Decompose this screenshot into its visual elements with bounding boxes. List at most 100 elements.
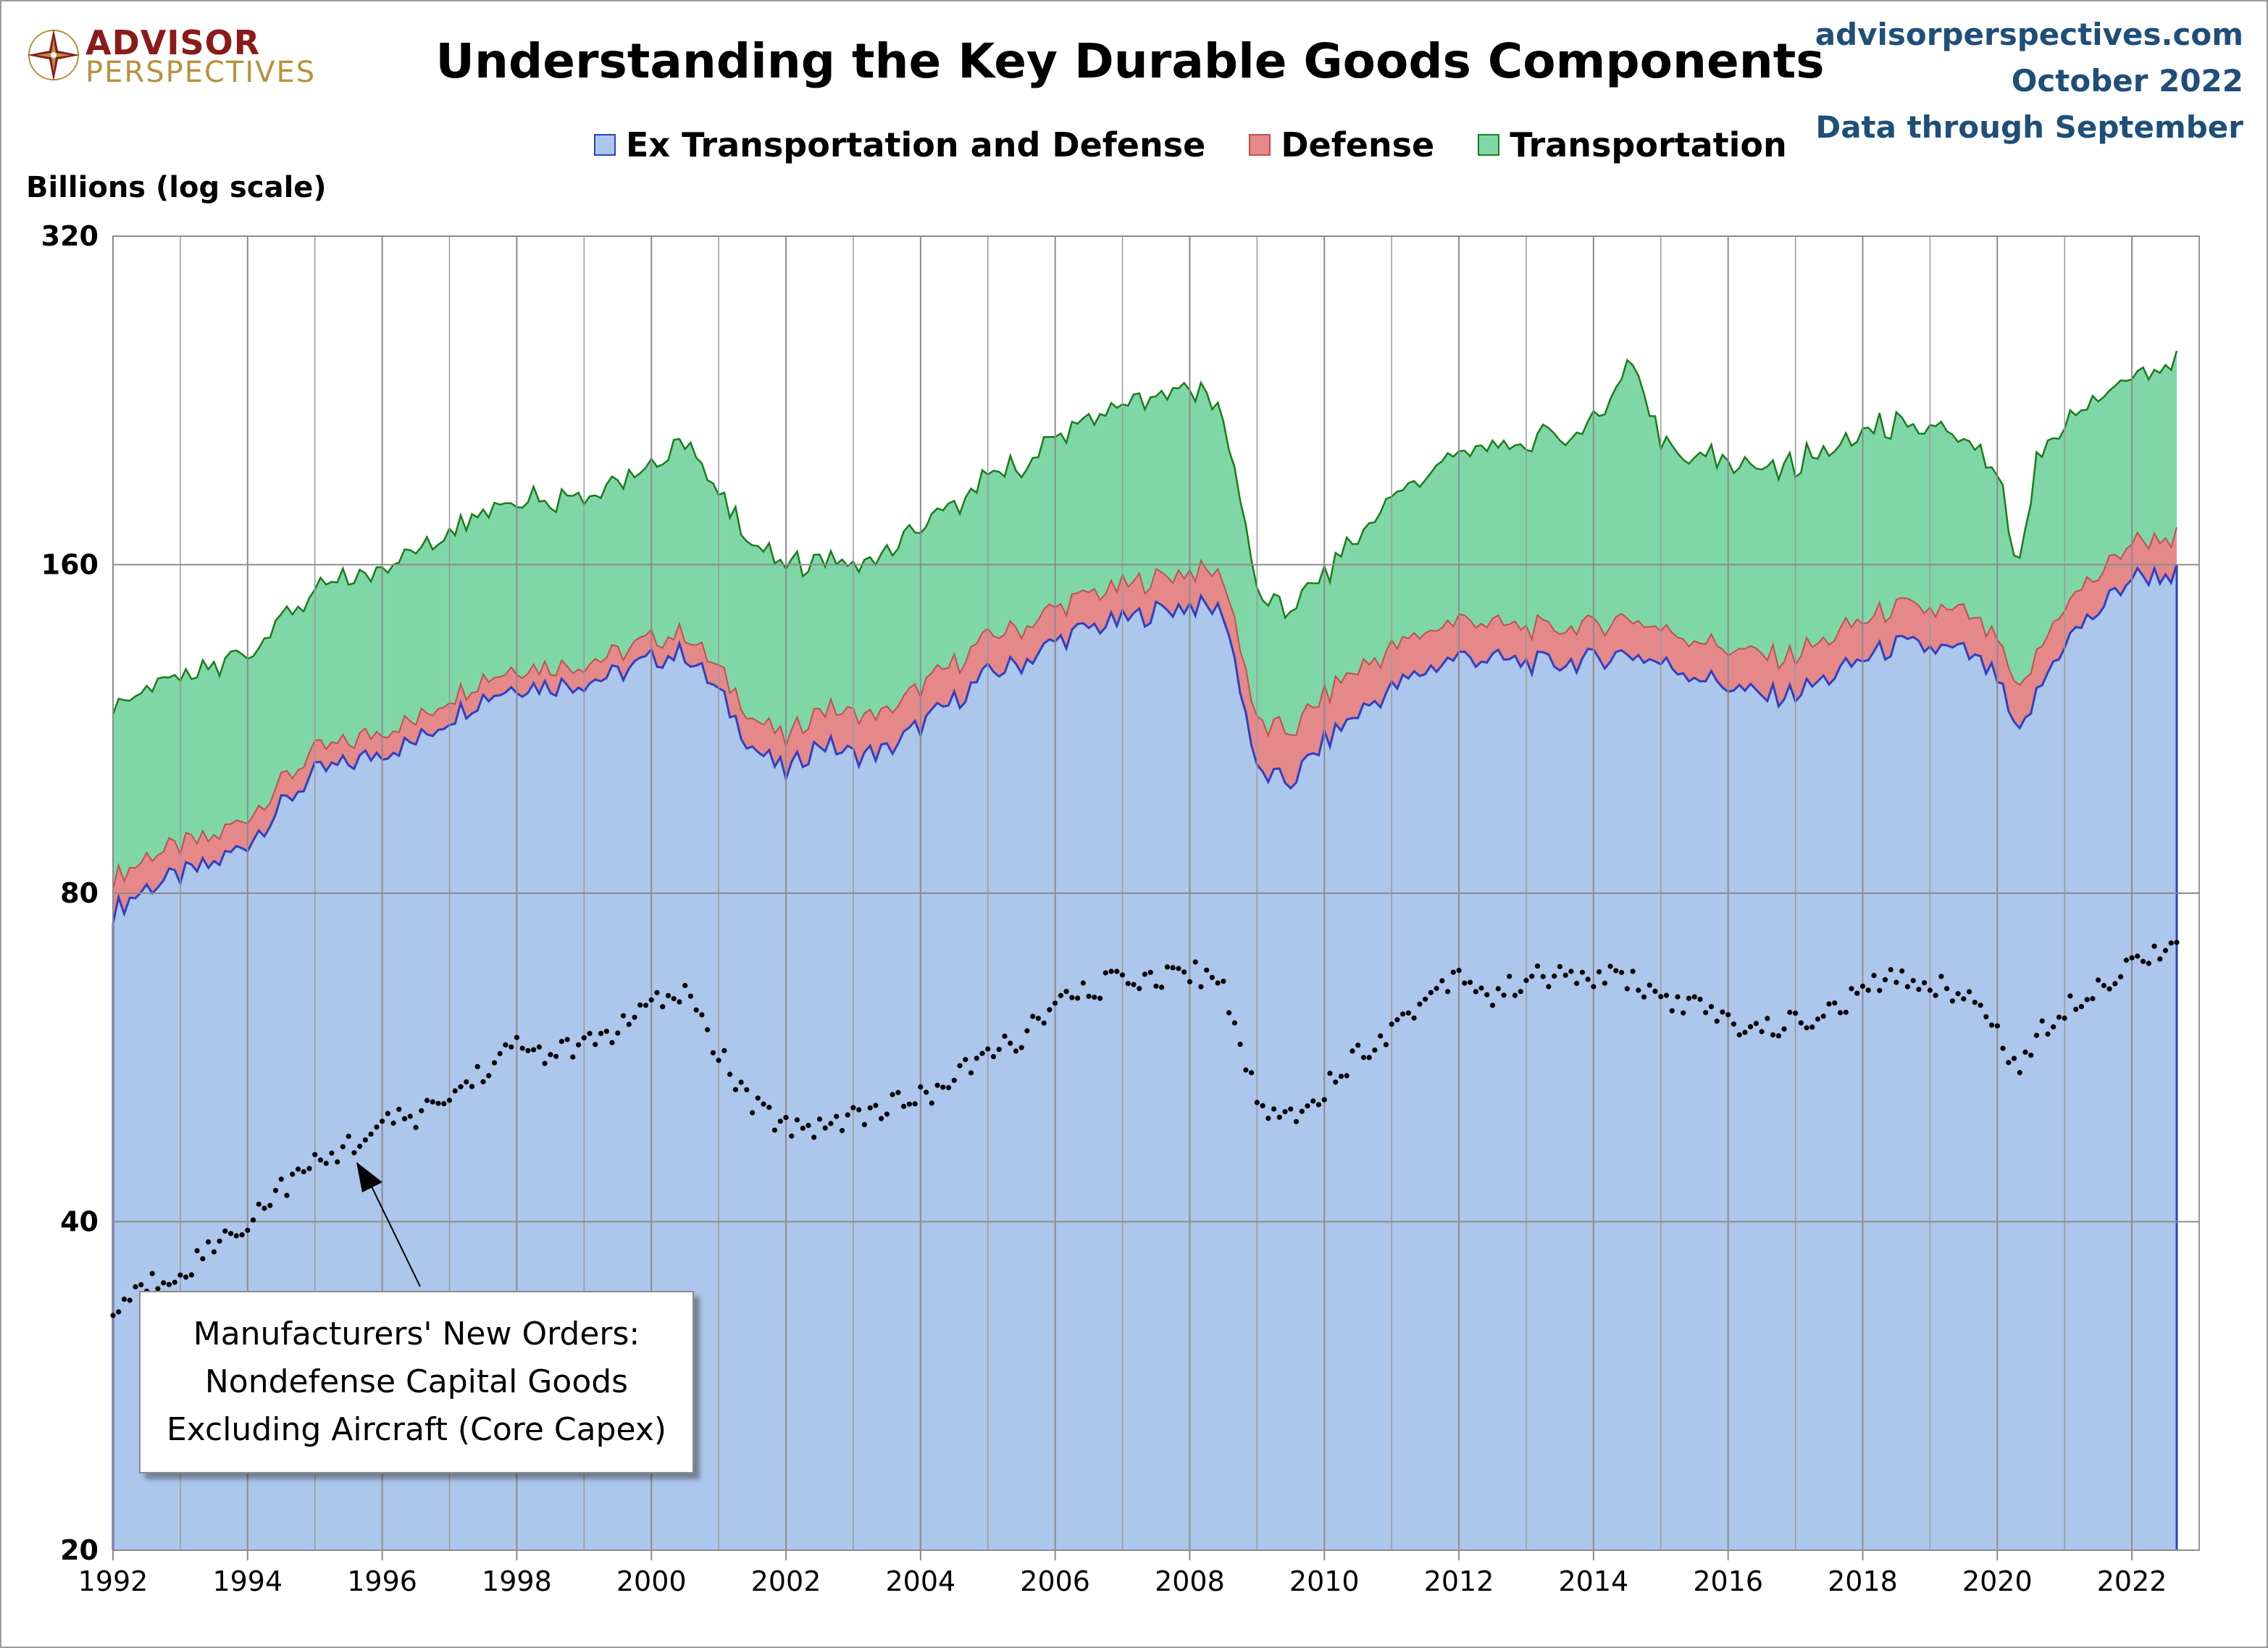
core-capex-point — [850, 1105, 856, 1110]
legend-label-defense: Defense — [1281, 125, 1435, 164]
core-capex-point — [317, 1157, 324, 1163]
core-capex-point — [407, 1113, 413, 1119]
core-capex-point — [834, 1113, 840, 1119]
core-capex-point — [1988, 1022, 1995, 1028]
core-capex-point — [261, 1205, 267, 1211]
core-capex-point — [1540, 974, 1546, 979]
core-capex-point — [323, 1160, 329, 1166]
core-capex-point — [1366, 1055, 1372, 1061]
x-tick-label-1994: 1994 — [212, 1565, 283, 1597]
legend-swatch-defense — [1249, 134, 1271, 156]
core-capex-point — [290, 1171, 296, 1177]
core-capex-point — [1894, 979, 1899, 985]
core-capex-point — [2174, 940, 2180, 945]
x-tick-label-2010: 2010 — [1289, 1565, 1360, 1597]
core-capex-point — [1708, 1004, 1715, 1010]
core-capex-point — [1557, 963, 1562, 969]
core-capex-point — [1360, 1055, 1367, 1061]
core-capex-point — [1400, 1011, 1406, 1017]
core-capex-point — [217, 1238, 222, 1244]
core-capex-point — [1024, 1028, 1030, 1034]
core-capex-point — [1748, 1024, 1754, 1029]
core-capex-point — [693, 1007, 699, 1013]
legend-swatch-ex-transportation — [594, 134, 616, 156]
core-capex-point — [1013, 1048, 1019, 1054]
core-capex-point — [1938, 974, 1944, 979]
core-capex-point — [222, 1228, 228, 1234]
core-capex-point — [1417, 1001, 1423, 1007]
core-capex-point — [1736, 1032, 1742, 1038]
core-capex-point — [609, 1040, 615, 1045]
core-capex-point — [912, 1101, 918, 1107]
core-capex-point — [699, 1012, 705, 1018]
core-capex-point — [721, 1047, 727, 1053]
core-capex-point — [306, 1166, 312, 1171]
data-note: Data through September — [1815, 109, 2243, 145]
y-tick-label-320: 320 — [41, 220, 99, 252]
core-capex-point — [272, 1187, 279, 1193]
core-capex-point — [1125, 981, 1131, 987]
core-capex-point — [2051, 1024, 2056, 1030]
core-capex-point — [1445, 989, 1451, 995]
core-capex-point — [2141, 958, 2146, 964]
core-capex-point — [435, 1100, 441, 1106]
core-capex-point — [1922, 980, 1928, 986]
core-capex-point — [1394, 1017, 1400, 1023]
core-capex-point — [2162, 948, 2169, 953]
core-capex-point — [1994, 1023, 2000, 1029]
core-capex-point — [1181, 969, 1187, 975]
core-capex-point — [856, 1107, 862, 1113]
core-capex-point — [553, 1053, 559, 1059]
core-capex-point — [133, 1284, 138, 1289]
core-capex-point — [1916, 987, 1922, 992]
annotation-arrow — [356, 1162, 421, 1287]
core-capex-point — [548, 1052, 553, 1058]
core-capex-point — [1731, 1021, 1736, 1027]
core-capex-point — [906, 1101, 912, 1107]
core-capex-point — [1933, 992, 1938, 998]
core-capex-point — [1574, 980, 1580, 987]
core-capex-point — [206, 1239, 212, 1245]
core-capex-point — [1092, 995, 1097, 1000]
core-capex-point — [1624, 986, 1630, 992]
core-capex-point — [1383, 1042, 1389, 1047]
core-capex-point — [2112, 981, 2118, 987]
publish-date: October 2022 — [2011, 63, 2243, 99]
core-capex-point — [1405, 1010, 1411, 1016]
core-capex-point — [110, 1313, 116, 1318]
core-capex-point — [480, 1079, 486, 1084]
core-capex-point — [828, 1121, 834, 1126]
annotation-arrow-head — [356, 1162, 382, 1192]
core-capex-point — [861, 1121, 867, 1127]
core-capex-point — [985, 1046, 991, 1052]
core-capex-point — [1215, 980, 1221, 986]
core-capex-point — [957, 1063, 963, 1068]
core-capex-point — [127, 1297, 133, 1303]
core-capex-point — [884, 1111, 890, 1117]
core-capex-point — [564, 1037, 570, 1042]
core-capex-point — [335, 1159, 340, 1165]
core-capex-point — [755, 1095, 761, 1101]
core-capex-point — [1041, 1020, 1047, 1026]
core-capex-point — [161, 1280, 167, 1286]
x-tick-label-2000: 2000 — [616, 1565, 687, 1597]
core-capex-point — [671, 996, 677, 1002]
core-capex-point — [458, 1084, 464, 1089]
core-capex-point — [587, 1031, 593, 1037]
core-capex-point — [1978, 1003, 1983, 1008]
core-capex-point — [1164, 964, 1171, 970]
gridlines — [112, 235, 2200, 1551]
logo-line-2: PERSPECTIVES — [85, 56, 317, 89]
site-url: advisorperspectives.com — [1815, 17, 2243, 52]
core-capex-point — [446, 1097, 453, 1103]
core-capex-point — [1552, 973, 1557, 979]
core-capex-point — [1271, 1106, 1277, 1112]
core-capex-point — [1944, 986, 1950, 992]
core-capex-point — [1742, 1029, 1748, 1035]
core-capex-point — [805, 1123, 811, 1129]
core-capex-point — [637, 1002, 643, 1008]
transportation-line — [112, 351, 2178, 715]
core-capex-point — [1142, 971, 1148, 977]
core-capex-point — [1793, 1011, 1799, 1016]
core-capex-point — [1972, 1000, 1978, 1005]
